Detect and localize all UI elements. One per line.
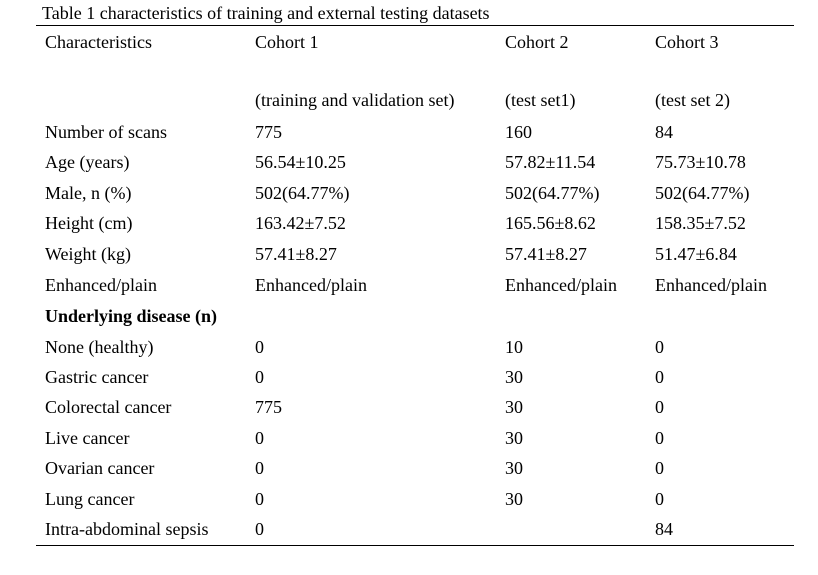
row-label: Intra-abdominal sepsis	[45, 519, 209, 539]
header-characteristics: Characteristics	[45, 32, 152, 52]
row-label: Age (years)	[45, 152, 130, 172]
header-cohort-1: Cohort 1	[255, 32, 319, 52]
row-cohort-2-value: 30	[505, 397, 523, 417]
row-label: Ovarian cancer	[45, 458, 155, 478]
row-cohort-3-value: 0	[655, 367, 664, 387]
row-label: Height (cm)	[45, 213, 133, 233]
row-cohort-1-value: 775	[255, 397, 282, 417]
row-cohort-2-value: Enhanced/plain	[505, 275, 617, 295]
row-cohort-3-value: 0	[655, 489, 664, 509]
row-label: Number of scans	[45, 122, 167, 142]
table-top-rule	[36, 25, 794, 26]
row-cohort-1-value: 0	[255, 337, 264, 357]
row-cohort-3-value: 51.47±6.84	[655, 244, 737, 264]
header-cohort-2: Cohort 2	[505, 32, 569, 52]
row-label: Male, n (%)	[45, 183, 132, 203]
row-cohort-2-value: 30	[505, 367, 523, 387]
row-cohort-1-value: Enhanced/plain	[255, 275, 367, 295]
row-cohort-2-value: 30	[505, 458, 523, 478]
row-cohort-3-value: 0	[655, 337, 664, 357]
header-cohort-3: Cohort 3	[655, 32, 719, 52]
row-cohort-2-value: 30	[505, 489, 523, 509]
row-cohort-3-value: 84	[655, 122, 673, 142]
row-cohort-1-value: 502(64.77%)	[255, 183, 350, 203]
row-cohort-3-value: 84	[655, 519, 673, 539]
section-heading-underlying-disease: Underlying disease (n)	[45, 306, 218, 326]
row-label: Enhanced/plain	[45, 275, 157, 295]
row-cohort-3-value: 502(64.77%)	[655, 183, 750, 203]
row-cohort-2-value: 30	[505, 428, 523, 448]
row-cohort-1-value: 0	[255, 519, 264, 539]
row-cohort-1-value: 57.41±8.27	[255, 244, 337, 264]
row-cohort-2-value: 160	[505, 122, 532, 142]
row-cohort-2-value: 57.82±11.54	[505, 152, 596, 172]
row-cohort-1-value: 0	[255, 458, 264, 478]
table-caption: Table 1 characteristics of training and …	[42, 3, 490, 23]
row-cohort-2-value: 10	[505, 337, 523, 357]
row-label: Lung cancer	[45, 489, 135, 509]
row-cohort-2-value: 57.41±8.27	[505, 244, 587, 264]
row-cohort-1-value: 0	[255, 428, 264, 448]
row-cohort-3-value: 0	[655, 428, 664, 448]
row-label: Colorectal cancer	[45, 397, 172, 417]
row-cohort-1-value: 0	[255, 489, 264, 509]
row-cohort-2-value: 165.56±8.62	[505, 213, 596, 233]
row-label: Live cancer	[45, 428, 130, 448]
header-cohort-2-subtitle: (test set1)	[505, 90, 576, 110]
row-cohort-2-value: 502(64.77%)	[505, 183, 600, 203]
row-cohort-3-value: 75.73±10.78	[655, 152, 746, 172]
row-cohort-1-value: 0	[255, 367, 264, 387]
row-label: None (healthy)	[45, 337, 154, 357]
row-cohort-1-value: 56.54±10.25	[255, 152, 346, 172]
row-label: Weight (kg)	[45, 244, 132, 264]
row-cohort-3-value: 0	[655, 458, 664, 478]
table-bottom-rule	[36, 545, 794, 546]
row-label: Gastric cancer	[45, 367, 149, 387]
row-cohort-3-value: Enhanced/plain	[655, 275, 767, 295]
row-cohort-3-value: 158.35±7.52	[655, 213, 746, 233]
row-cohort-1-value: 775	[255, 122, 282, 142]
row-cohort-3-value: 0	[655, 397, 664, 417]
row-cohort-1-value: 163.42±7.52	[255, 213, 346, 233]
header-cohort-3-subtitle: (test set 2)	[655, 90, 730, 110]
header-cohort-1-subtitle: (training and validation set)	[255, 90, 455, 110]
